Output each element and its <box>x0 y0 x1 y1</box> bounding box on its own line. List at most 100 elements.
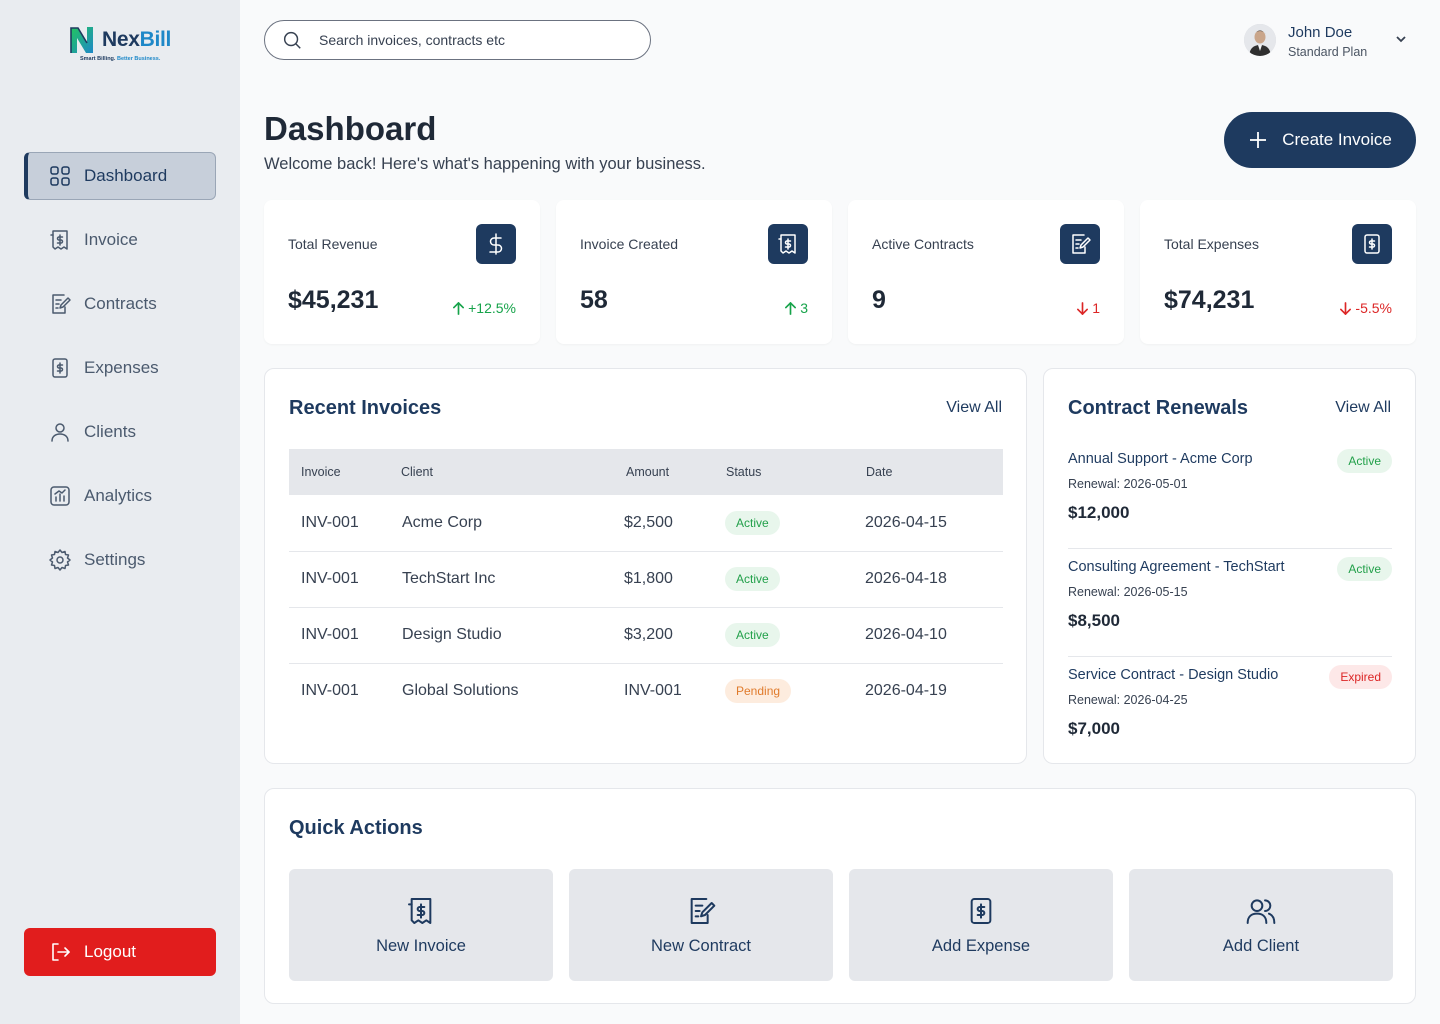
add-expense-button[interactable]: Add Expense <box>849 869 1113 981</box>
stat-icon <box>476 224 516 264</box>
table-row[interactable]: INV-001 Acme Corp $2,500 Active 2026-04-… <box>289 495 1003 552</box>
renewal-title: Consulting Agreement - TechStart <box>1068 559 1285 575</box>
create-invoice-label: Create Invoice <box>1282 130 1392 149</box>
stat-label: Total Revenue <box>288 236 378 252</box>
status-badge: Expired <box>1329 665 1392 689</box>
table-row[interactable]: INV-001 Design Studio $3,200 Active 2026… <box>289 607 1003 664</box>
invoice-client: Design Studio <box>401 607 623 664</box>
user-name: John Doe <box>1288 24 1353 41</box>
nexbill-logo[interactable]: NexBill Smart Billing. Better Business. <box>68 24 178 66</box>
plus-icon <box>1250 132 1267 148</box>
contract-icon <box>1072 234 1091 254</box>
stat-icon <box>1352 224 1392 264</box>
invoice-amount: $2,500 <box>623 495 725 552</box>
renewal-item[interactable]: Annual Support - Acme Corp Renewal: 2026… <box>1068 441 1392 549</box>
status-badge: Active <box>1337 557 1392 581</box>
sidebar-item-label: Invoice <box>84 230 138 249</box>
column-header: Invoice <box>289 449 401 495</box>
renewal-title: Service Contract - Design Studio <box>1068 667 1279 683</box>
quick-actions-title: Quick Actions <box>289 817 423 839</box>
recent-invoices-title: Recent Invoices <box>289 397 442 419</box>
new-contract-button[interactable]: New Contract <box>569 869 833 981</box>
invoice-date: 2026-04-15 <box>865 495 1003 552</box>
arrow-up-icon <box>453 301 465 315</box>
quick-action-label: Add Client <box>1222 936 1300 955</box>
stat-value: $45,231 <box>288 286 379 314</box>
quick-actions-panel: Quick Actions New Invoice New Contract A… <box>264 788 1416 1004</box>
create-invoice-button[interactable]: Create Invoice <box>1224 112 1416 168</box>
table-row[interactable]: INV-001 TechStart Inc $1,800 Active 2026… <box>289 551 1003 608</box>
invoice-id: INV-001 <box>289 551 401 608</box>
invoice-date: 2026-04-19 <box>865 682 947 700</box>
quick-action-label: Add Expense <box>931 936 1031 955</box>
stat-change: 1 <box>1076 300 1100 316</box>
search-input[interactable] <box>319 32 619 48</box>
quick-action-label: New Contract <box>651 936 751 955</box>
contract-renewals-panel: Contract Renewals View All Annual Suppor… <box>1043 368 1416 764</box>
contract-icon <box>52 294 71 314</box>
invoice-date: 2026-04-10 <box>865 607 1003 664</box>
sidebar-item-label: Dashboard <box>84 166 168 185</box>
sidebar-item-clients[interactable]: Clients <box>24 408 216 456</box>
avatar-image <box>1244 24 1276 56</box>
stat-label: Invoice Created <box>580 236 679 252</box>
status-badge: Active <box>1337 449 1392 473</box>
invoice-id: INV-001 <box>301 682 359 700</box>
sidebar-item-analytics[interactable]: Analytics <box>24 472 216 520</box>
stat-card-invoice-created: Invoice Created 58 3 <box>556 200 832 344</box>
invoice-amount: $1,800 <box>623 551 725 608</box>
add-client-button[interactable]: Add Client <box>1129 869 1393 981</box>
stat-icon <box>768 224 808 264</box>
contract-renewals-title: Contract Renewals <box>1068 397 1249 419</box>
user-plan: Standard Plan <box>1288 45 1368 59</box>
renewal-title: Annual Support - Acme Corp <box>1068 451 1253 467</box>
table-header-row: Invoice Client Amount Status Date <box>289 449 1003 495</box>
stat-change-value: +12.5% <box>468 300 516 316</box>
logo-mark-icon <box>70 27 93 53</box>
dollar-icon <box>489 233 503 255</box>
invoice-amount: INV-001 <box>624 682 682 700</box>
renewal-item[interactable]: Service Contract - Design Studio Renewal… <box>1068 657 1392 765</box>
grid-icon <box>50 166 70 186</box>
sidebar-item-label: Clients <box>84 422 136 441</box>
stat-change-value: 3 <box>800 300 808 316</box>
new-invoice-button[interactable]: New Invoice <box>289 869 553 981</box>
invoices-table: Invoice Client Amount Status Date INV-00… <box>289 449 1003 719</box>
invoice-date: 2026-04-18 <box>865 551 1003 608</box>
stat-change: +12.5% <box>452 300 516 316</box>
renewal-amount: $12,000 <box>1068 503 1130 522</box>
renewal-amount: $7,000 <box>1068 719 1120 738</box>
view-all-renewals-link[interactable]: View All <box>1335 399 1391 416</box>
renewal-item[interactable]: Consulting Agreement - TechStart Renewal… <box>1068 549 1392 657</box>
avatar <box>1244 24 1276 56</box>
invoice-client: TechStart Inc <box>401 551 623 608</box>
logout-button[interactable]: Logout <box>24 928 216 976</box>
stat-card-total-revenue: Total Revenue $45,231 +12.5% <box>264 200 540 344</box>
receipt-icon <box>52 358 68 378</box>
invoice-icon <box>778 234 796 254</box>
table-row[interactable]: INV-001 Global Solutions INV-001 Pending… <box>289 663 1003 719</box>
search-bar[interactable] <box>264 20 651 60</box>
user-menu[interactable]: John Doe Standard Plan <box>1244 22 1414 62</box>
search-icon <box>283 31 301 49</box>
stat-value: 58 <box>580 286 608 314</box>
chevron-down-icon[interactable] <box>1394 32 1408 46</box>
page-title: Dashboard <box>264 110 437 147</box>
sidebar: NexBill Smart Billing. Better Business. … <box>0 0 240 1024</box>
sidebar-item-contracts[interactable]: Contracts <box>24 280 216 328</box>
logout-label: Logout <box>84 942 136 961</box>
sidebar-item-settings[interactable]: Settings <box>24 536 216 584</box>
invoice-icon <box>50 230 68 250</box>
status-badge: Active <box>725 623 780 647</box>
brand-name: NexBill <box>102 28 172 51</box>
sidebar-item-label: Expenses <box>84 358 159 377</box>
sidebar-item-invoice[interactable]: Invoice <box>24 216 216 264</box>
invoice-amount: $3,200 <box>623 607 725 664</box>
brand-tagline: Smart Billing. Better Business. <box>80 56 161 62</box>
view-all-invoices-link[interactable]: View All <box>946 399 1002 416</box>
sidebar-item-expenses[interactable]: Expenses <box>24 344 216 392</box>
stat-value: 9 <box>872 286 886 314</box>
invoice-client: Global Solutions <box>402 682 519 700</box>
sidebar-item-dashboard[interactable]: Dashboard <box>24 152 216 200</box>
receipt-icon <box>1364 234 1380 254</box>
